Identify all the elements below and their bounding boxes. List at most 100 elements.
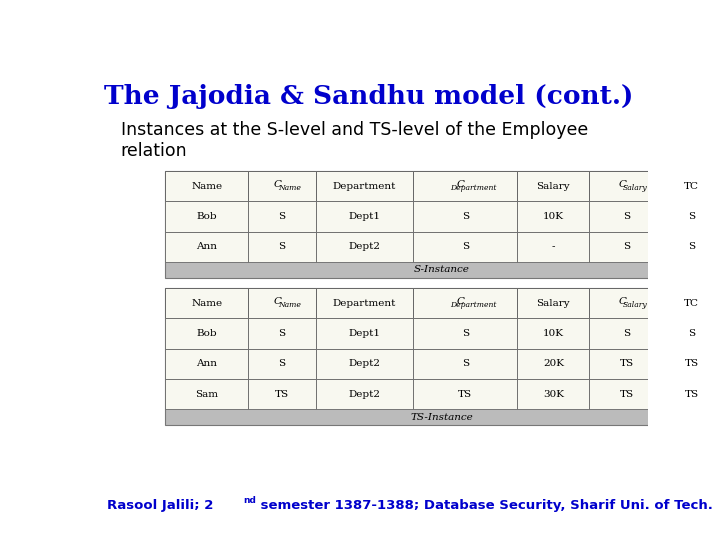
Bar	[248, 349, 316, 379]
Text: TS: TS	[275, 390, 289, 399]
Text: Salary: Salary	[536, 181, 570, 191]
Text: Bob: Bob	[197, 329, 217, 338]
Text: S: S	[624, 242, 631, 251]
Bar	[665, 232, 719, 262]
Text: S: S	[462, 360, 469, 368]
Text: relation: relation	[121, 141, 187, 160]
Bar	[665, 201, 719, 232]
Bar	[166, 232, 248, 262]
Bar	[518, 379, 590, 409]
Text: Salary: Salary	[623, 301, 647, 309]
Bar	[166, 319, 248, 349]
Text: 10K: 10K	[543, 212, 564, 221]
Text: Salary: Salary	[536, 299, 570, 308]
Text: S: S	[279, 212, 286, 221]
Bar	[248, 171, 316, 201]
Bar	[413, 232, 518, 262]
Text: Bob: Bob	[197, 212, 217, 221]
Text: Name: Name	[191, 299, 222, 308]
Text: semester 1387-1388; Database Security, Sharif Uni. of Tech.: semester 1387-1388; Database Security, S…	[256, 499, 713, 512]
Text: S: S	[688, 329, 696, 338]
Text: Ann: Ann	[196, 360, 217, 368]
Text: C: C	[456, 297, 465, 306]
Text: Dept2: Dept2	[348, 390, 381, 399]
Bar	[518, 232, 590, 262]
Bar	[590, 232, 665, 262]
Bar	[590, 379, 665, 409]
Bar	[518, 288, 590, 319]
Bar	[166, 349, 248, 379]
Text: Department: Department	[450, 184, 496, 192]
Text: Dept2: Dept2	[348, 242, 381, 251]
Text: S: S	[688, 212, 696, 221]
Text: S: S	[279, 242, 286, 251]
Text: S-Instance: S-Instance	[414, 265, 470, 274]
Text: S: S	[462, 329, 469, 338]
Bar	[248, 379, 316, 409]
Text: S: S	[462, 242, 469, 251]
Bar	[590, 319, 665, 349]
Text: TS: TS	[685, 360, 699, 368]
Bar	[166, 171, 248, 201]
Bar	[590, 201, 665, 232]
Text: 30K: 30K	[543, 390, 564, 399]
Text: C: C	[274, 180, 282, 189]
Bar	[665, 171, 719, 201]
Text: -: -	[552, 242, 555, 251]
Text: Ann: Ann	[196, 242, 217, 251]
Text: TS: TS	[620, 390, 634, 399]
Bar	[518, 319, 590, 349]
Text: Department: Department	[333, 299, 396, 308]
Text: C: C	[618, 180, 626, 189]
Bar	[590, 288, 665, 319]
Bar	[665, 349, 719, 379]
Bar	[518, 171, 590, 201]
Bar	[413, 349, 518, 379]
Text: Salary: Salary	[623, 184, 647, 192]
Text: Department: Department	[450, 301, 496, 309]
Bar	[248, 201, 316, 232]
Text: TS: TS	[620, 360, 634, 368]
Bar	[413, 379, 518, 409]
Text: Instances at the S-level and TS-level of the Employee: Instances at the S-level and TS-level of…	[121, 121, 588, 139]
Bar	[316, 201, 413, 232]
Bar	[316, 349, 413, 379]
Bar	[518, 349, 590, 379]
Bar	[166, 288, 248, 319]
Text: Name: Name	[279, 184, 301, 192]
Text: C: C	[274, 297, 282, 306]
Text: C: C	[456, 180, 465, 189]
Text: S: S	[624, 212, 631, 221]
Bar	[518, 201, 590, 232]
Text: S: S	[279, 360, 286, 368]
Bar	[316, 171, 413, 201]
Bar	[665, 379, 719, 409]
Bar	[248, 288, 316, 319]
Bar	[166, 288, 719, 426]
Text: nd: nd	[243, 496, 256, 505]
Bar	[413, 201, 518, 232]
Bar	[316, 288, 413, 319]
Bar	[166, 379, 248, 409]
Bar	[413, 319, 518, 349]
Text: S: S	[688, 242, 696, 251]
Bar	[316, 319, 413, 349]
Bar	[248, 319, 316, 349]
Text: S: S	[462, 212, 469, 221]
Text: The Jajodia & Sandhu model (cont.): The Jajodia & Sandhu model (cont.)	[104, 84, 634, 109]
Bar	[413, 171, 518, 201]
Text: C: C	[618, 297, 626, 306]
Bar	[166, 201, 248, 232]
Bar	[590, 349, 665, 379]
Text: Dept1: Dept1	[348, 329, 381, 338]
Bar	[413, 288, 518, 319]
Bar	[248, 232, 316, 262]
Text: Rasool Jalili; 2: Rasool Jalili; 2	[107, 499, 213, 512]
Text: S: S	[279, 329, 286, 338]
Text: Name: Name	[191, 181, 222, 191]
Text: TS: TS	[458, 390, 472, 399]
Text: TS: TS	[685, 390, 699, 399]
Bar	[316, 379, 413, 409]
Text: Department: Department	[333, 181, 396, 191]
Text: Name: Name	[279, 301, 301, 309]
